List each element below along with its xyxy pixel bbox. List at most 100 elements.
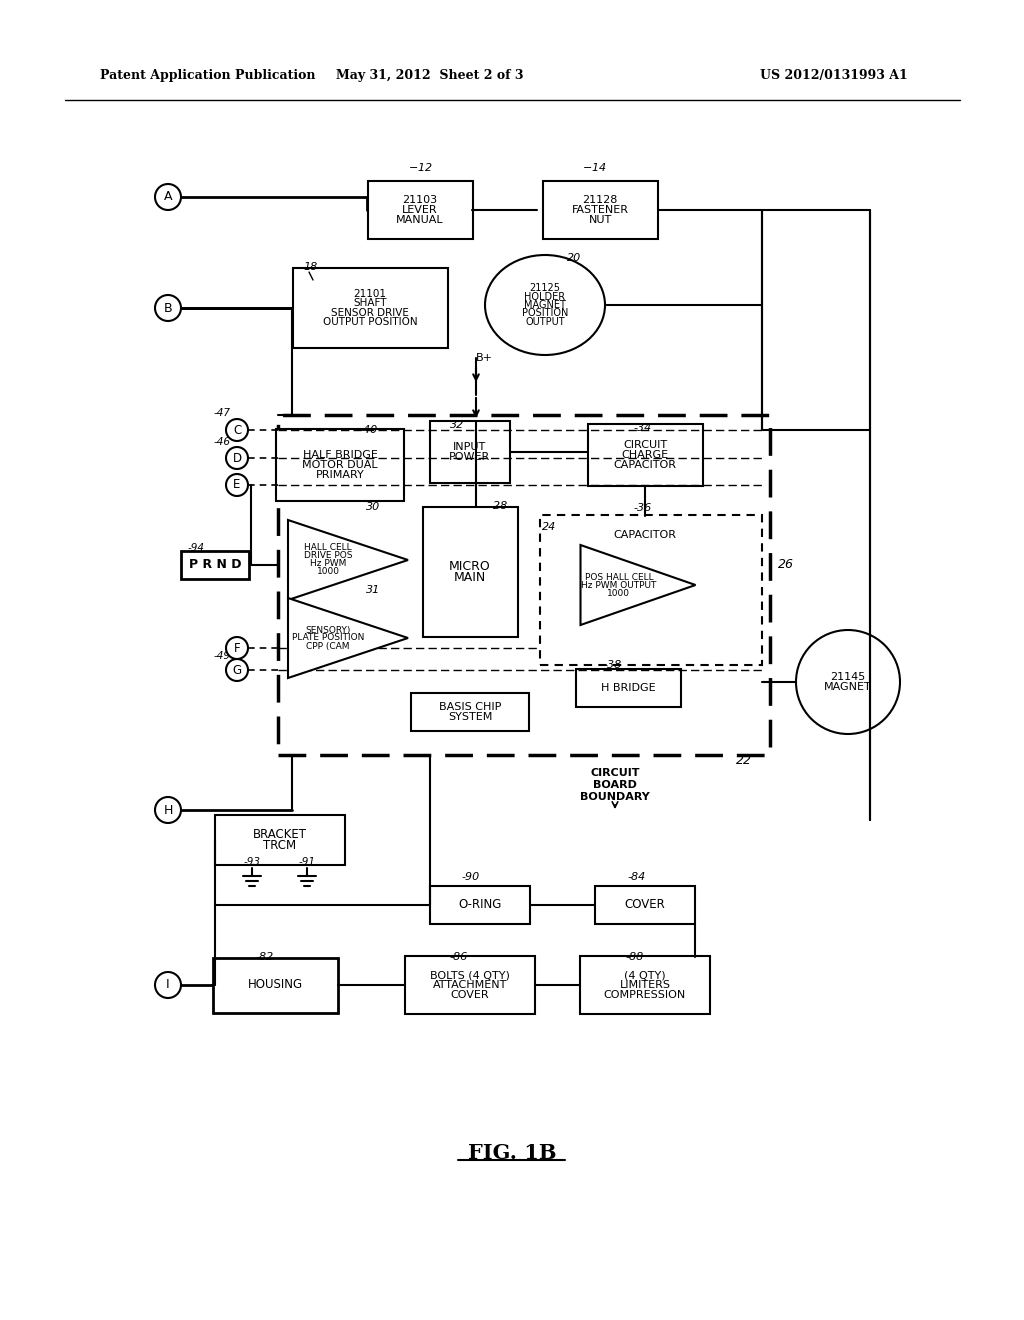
Text: Hz PWM OUTPUT: Hz PWM OUTPUT [582, 581, 656, 590]
Text: Hz PWM: Hz PWM [310, 560, 346, 569]
Text: -49: -49 [213, 651, 230, 661]
Bar [213, 957, 338, 1012]
Bar [181, 550, 249, 579]
Text: CIRCUIT: CIRCUIT [590, 768, 640, 777]
Text: COVER: COVER [625, 899, 666, 912]
Text: MAGNET: MAGNET [524, 300, 566, 310]
Text: -40: -40 [360, 425, 378, 436]
Circle shape [155, 797, 181, 822]
Text: BASIS CHIP: BASIS CHIP [439, 702, 501, 711]
Text: 21125: 21125 [529, 282, 560, 293]
Text: OUTPUT POSITION: OUTPUT POSITION [323, 317, 418, 327]
Text: 26: 26 [778, 558, 794, 572]
Text: -28: -28 [490, 502, 508, 511]
Text: POS HALL CELL: POS HALL CELL [585, 573, 653, 582]
Text: BOLTS (4 QTY): BOLTS (4 QTY) [430, 970, 510, 979]
Text: (4 QTY): (4 QTY) [625, 970, 666, 979]
Text: HOUSING: HOUSING [248, 978, 302, 991]
Text: MICRO: MICRO [450, 560, 490, 573]
Text: MAIN: MAIN [454, 572, 486, 583]
Text: MANUAL: MANUAL [396, 215, 443, 224]
Text: MAGNET: MAGNET [824, 681, 871, 692]
Text: -88: -88 [625, 952, 643, 962]
Ellipse shape [796, 630, 900, 734]
Bar [406, 956, 535, 1014]
Text: BOARD: BOARD [593, 780, 637, 789]
Text: 21103: 21103 [402, 195, 437, 205]
Bar [595, 886, 695, 924]
Bar [368, 181, 472, 239]
Text: SENSORY): SENSORY) [305, 626, 350, 635]
Bar [580, 956, 710, 1014]
Text: O-RING: O-RING [459, 899, 502, 912]
FancyBboxPatch shape [278, 414, 770, 755]
Text: POSITION: POSITION [522, 309, 568, 318]
Bar [430, 886, 530, 924]
Circle shape [226, 474, 248, 496]
Text: TRCM: TRCM [263, 838, 297, 851]
Text: SYSTEM: SYSTEM [447, 711, 493, 722]
Text: -91: -91 [299, 857, 315, 867]
Text: H BRIDGE: H BRIDGE [601, 682, 655, 693]
Text: D: D [232, 451, 242, 465]
Circle shape [155, 183, 181, 210]
Bar [276, 429, 404, 502]
Text: -82: -82 [256, 952, 274, 962]
Text: OUTPUT: OUTPUT [525, 317, 565, 327]
Text: CPP (CAM: CPP (CAM [306, 642, 350, 651]
Text: ATTACHMENT: ATTACHMENT [433, 979, 507, 990]
Text: H: H [163, 804, 173, 817]
Text: HALF BRIDGE: HALF BRIDGE [302, 450, 378, 459]
Text: -36: -36 [634, 503, 652, 513]
Text: CIRCUIT: CIRCUIT [623, 440, 667, 450]
Text: HOLDER: HOLDER [524, 292, 565, 301]
Bar [411, 693, 529, 731]
Text: 31: 31 [366, 585, 380, 595]
Circle shape [226, 638, 248, 659]
Text: -86: -86 [450, 952, 468, 962]
Circle shape [226, 418, 248, 441]
Polygon shape [581, 545, 695, 624]
Bar [588, 516, 702, 554]
Text: 30: 30 [366, 502, 380, 512]
Text: BOUNDARY: BOUNDARY [581, 792, 650, 803]
Text: MOTOR DUAL: MOTOR DUAL [302, 459, 378, 470]
Text: INPUT: INPUT [454, 442, 486, 451]
Text: $-$12: $-$12 [408, 161, 433, 173]
Text: 18: 18 [303, 261, 317, 272]
Text: CAPACITOR: CAPACITOR [613, 459, 677, 470]
Text: HALL CELL: HALL CELL [304, 544, 352, 553]
Bar [430, 421, 510, 483]
Text: $-$14: $-$14 [582, 161, 606, 173]
Text: May 31, 2012  Sheet 2 of 3: May 31, 2012 Sheet 2 of 3 [336, 69, 523, 82]
Text: 1000: 1000 [607, 589, 631, 598]
Text: PRIMARY: PRIMARY [315, 470, 365, 480]
Bar [215, 814, 345, 865]
Text: F: F [233, 642, 241, 655]
Text: 22: 22 [736, 754, 752, 767]
Circle shape [226, 659, 248, 681]
Circle shape [226, 447, 248, 469]
Text: -90: -90 [462, 873, 480, 882]
Bar [543, 181, 657, 239]
Text: CAPACITOR: CAPACITOR [613, 531, 677, 540]
Circle shape [155, 972, 181, 998]
Text: FASTENER: FASTENER [571, 205, 629, 215]
Text: -84: -84 [628, 873, 646, 882]
Text: FIG. 1B: FIG. 1B [468, 1143, 556, 1163]
Text: 21101: 21101 [353, 289, 386, 298]
Text: B: B [164, 301, 172, 314]
Text: LEVER: LEVER [402, 205, 438, 215]
Text: 24: 24 [542, 521, 556, 532]
Text: 32: 32 [450, 420, 464, 430]
Circle shape [155, 294, 181, 321]
Text: C: C [232, 424, 241, 437]
Bar [423, 507, 517, 638]
Text: -38: -38 [603, 660, 622, 671]
Text: CHARGE: CHARGE [622, 450, 669, 459]
Text: Patent Application Publication: Patent Application Publication [100, 69, 315, 82]
Text: -34: -34 [634, 422, 652, 433]
Text: A: A [164, 190, 172, 203]
Bar [575, 669, 681, 708]
Text: SHAFT: SHAFT [353, 298, 387, 309]
